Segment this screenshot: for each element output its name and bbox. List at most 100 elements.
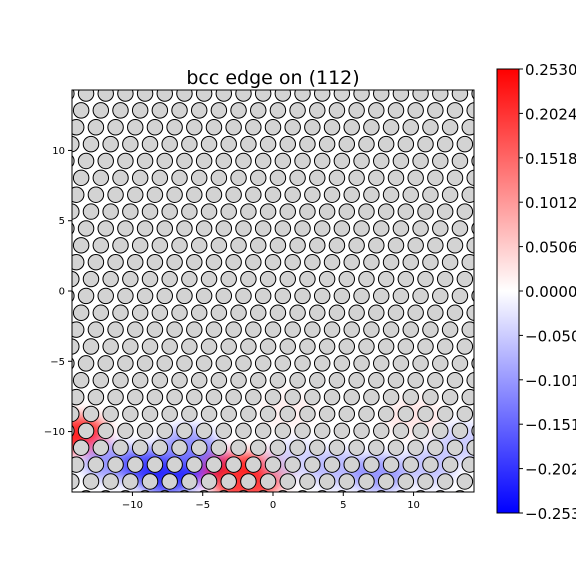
atom-247 bbox=[210, 304, 228, 322]
atom-78 bbox=[309, 439, 326, 456]
atom-498 bbox=[441, 119, 459, 136]
atom-438 bbox=[117, 152, 134, 170]
atom-183 bbox=[235, 355, 252, 372]
atom-341 bbox=[348, 237, 365, 254]
atom-255 bbox=[368, 304, 385, 322]
atom-161 bbox=[230, 372, 247, 389]
atom-58 bbox=[343, 456, 360, 473]
atom-267 bbox=[176, 287, 193, 305]
atom-174 bbox=[72, 357, 75, 370]
atom-265 bbox=[136, 287, 154, 305]
atom-388 bbox=[417, 203, 434, 220]
atom-40 bbox=[417, 473, 434, 490]
atom-387 bbox=[397, 203, 415, 220]
atom-318 bbox=[323, 253, 341, 271]
atom-150 bbox=[441, 388, 459, 406]
atom-273 bbox=[294, 287, 311, 305]
atom-157 bbox=[151, 372, 169, 389]
atom-348 bbox=[72, 222, 75, 235]
atom-535 bbox=[313, 90, 331, 102]
atom-353 bbox=[156, 220, 174, 237]
atom-465 bbox=[220, 135, 237, 153]
atom-342 bbox=[368, 237, 385, 254]
atom-437 bbox=[97, 152, 114, 170]
atom-152 bbox=[54, 373, 69, 388]
atom-529 bbox=[195, 90, 213, 102]
atom-371 bbox=[82, 203, 100, 220]
atom-122 bbox=[318, 405, 336, 423]
atom-432 bbox=[427, 169, 444, 187]
atom-274 bbox=[313, 287, 331, 305]
atom-211 bbox=[358, 338, 375, 355]
atom-424 bbox=[269, 169, 287, 187]
atom-102 bbox=[353, 422, 370, 440]
atom-537 bbox=[353, 90, 370, 102]
atom-214 bbox=[417, 338, 434, 355]
atom-365 bbox=[392, 220, 410, 237]
atom-332 bbox=[171, 237, 188, 254]
y-tick-label-4: 10 bbox=[52, 146, 65, 157]
atom-389 bbox=[436, 203, 454, 220]
atom-343 bbox=[387, 237, 405, 254]
atom-531 bbox=[235, 90, 252, 102]
atom-253 bbox=[328, 304, 346, 322]
atom-266 bbox=[156, 287, 174, 305]
atom-444 bbox=[235, 152, 252, 170]
atom-279 bbox=[412, 287, 429, 305]
atom-372 bbox=[102, 203, 119, 220]
atom-512 bbox=[289, 102, 306, 119]
atom-179 bbox=[156, 355, 174, 372]
atom-52 bbox=[225, 456, 242, 473]
atom-263 bbox=[97, 287, 114, 305]
atom-218 bbox=[72, 321, 85, 338]
atom-86 bbox=[466, 439, 474, 456]
atom-503 bbox=[112, 102, 129, 119]
atom-33 bbox=[279, 473, 296, 490]
atom-220 bbox=[107, 321, 124, 338]
atom-125 bbox=[377, 405, 395, 423]
atom-322 bbox=[402, 253, 419, 271]
atom-9 bbox=[238, 490, 249, 492]
atom-497 bbox=[422, 119, 439, 136]
atom-454 bbox=[432, 152, 449, 170]
atom-511 bbox=[269, 102, 287, 119]
atom-304 bbox=[477, 271, 492, 286]
atom-538 bbox=[373, 90, 390, 102]
atom-364 bbox=[373, 220, 390, 237]
atom-468 bbox=[279, 135, 296, 153]
atom-16 bbox=[375, 490, 387, 492]
atom-1 bbox=[80, 490, 92, 492]
atom-243 bbox=[131, 304, 149, 322]
atom-321 bbox=[382, 253, 400, 271]
atom-317 bbox=[304, 253, 321, 271]
atom-313 bbox=[225, 253, 242, 271]
atom-104 bbox=[392, 422, 410, 440]
atom-491 bbox=[304, 119, 321, 136]
atom-175 bbox=[77, 355, 95, 372]
atom-397 bbox=[166, 186, 183, 203]
atom-458 bbox=[82, 135, 100, 153]
atom-240 bbox=[72, 304, 90, 322]
atom-374 bbox=[141, 203, 159, 220]
atom-162 bbox=[250, 372, 267, 389]
y-axis: −10 −5 0 5 10 bbox=[44, 146, 72, 438]
atom-467 bbox=[259, 135, 277, 153]
atom-434 bbox=[466, 169, 474, 187]
atom-180 bbox=[176, 355, 193, 372]
atom-153 bbox=[72, 372, 90, 389]
atom-443 bbox=[215, 152, 233, 170]
atom-270 bbox=[235, 287, 252, 305]
atom-448 bbox=[313, 152, 331, 170]
atom-440 bbox=[156, 152, 174, 170]
atom-451 bbox=[373, 152, 390, 170]
atom-383 bbox=[318, 203, 336, 220]
y-tick-label-1: −5 bbox=[50, 357, 65, 368]
atom-418 bbox=[151, 169, 169, 187]
atom-340 bbox=[328, 237, 346, 254]
atom-483 bbox=[146, 119, 164, 136]
atom-67 bbox=[92, 439, 110, 456]
atom-192 bbox=[412, 355, 429, 372]
atom-311 bbox=[186, 253, 203, 271]
atom-295 bbox=[299, 270, 316, 288]
atom-406 bbox=[343, 186, 360, 203]
